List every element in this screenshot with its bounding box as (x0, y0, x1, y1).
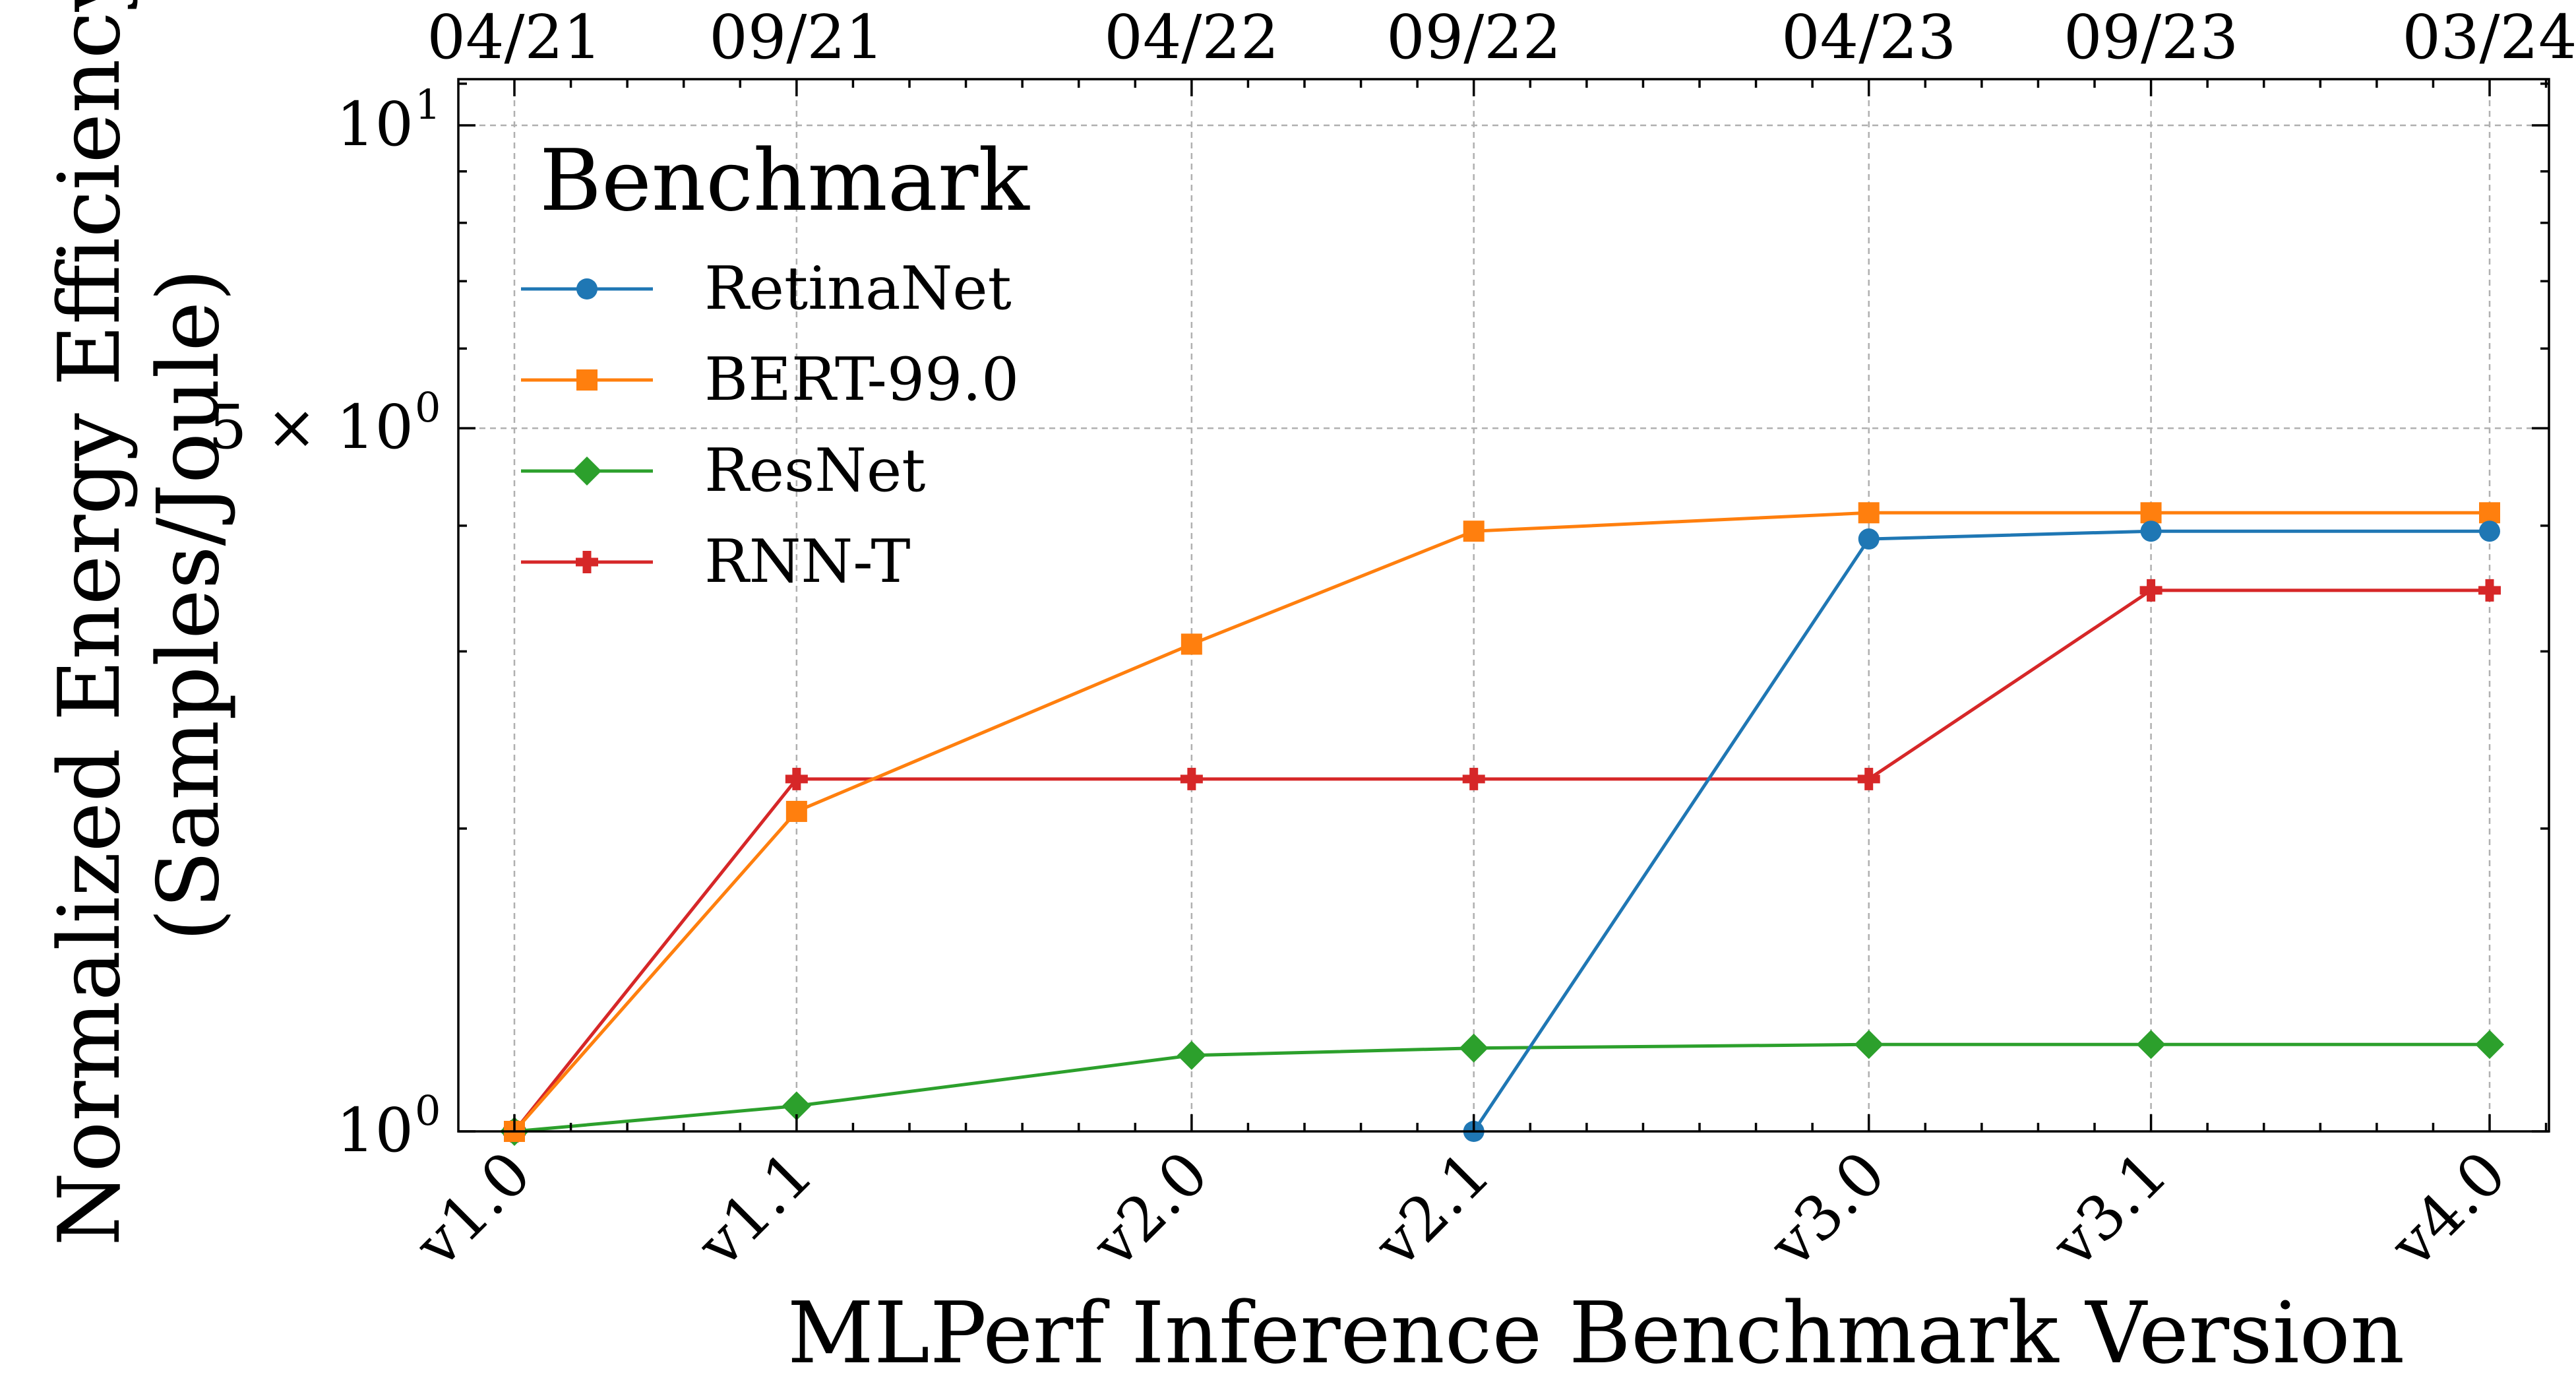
legend-item-retinanet: RetinaNet (521, 254, 1012, 323)
marker-diamond (572, 457, 601, 486)
marker-plus (1462, 767, 1485, 790)
top-axis-label: 04/21 (427, 2, 601, 73)
series-lines (500, 502, 2504, 1146)
marker-square (1858, 502, 1880, 524)
marker-circle (576, 278, 598, 300)
legend-title: Benchmark (539, 132, 1030, 230)
series-line (1472, 529, 2490, 1133)
series-resnet (500, 1030, 2504, 1146)
marker-diamond (2475, 1030, 2504, 1059)
x-tick-label: v3.1 (2039, 1138, 2182, 1281)
top-axis-label: 09/22 (1386, 2, 1561, 73)
marker-square (1181, 633, 1202, 655)
top-axis-label: 09/21 (709, 2, 884, 73)
grid (458, 79, 2549, 1133)
marker-diamond (1854, 1030, 1884, 1059)
series-line (513, 511, 2490, 1133)
marker-circle (2140, 521, 2162, 542)
marker-diamond (2136, 1030, 2166, 1059)
y-tick-exponent: 0 (415, 1087, 441, 1135)
x-tick-label: v1.1 (684, 1138, 827, 1281)
top-axis-label: 04/22 (1104, 2, 1279, 73)
marker-square (2479, 502, 2500, 524)
marker-diamond (782, 1091, 811, 1121)
top-axis-label: 04/23 (1781, 2, 1956, 73)
marker-plus (2478, 579, 2501, 602)
legend: Benchmark RetinaNet BERT-99.0 ResNet RNN-T (521, 132, 1030, 596)
x-tick-label: v2.1 (1361, 1138, 1504, 1281)
marker-diamond (1459, 1033, 1488, 1063)
x-tick-label: v3.0 (1756, 1138, 1899, 1281)
axis-ticks (458, 79, 2549, 1133)
x-tick-label: v4.0 (2377, 1138, 2520, 1281)
y-tick-exponent: 0 (415, 383, 441, 431)
y-tick-exponent: 1 (415, 80, 441, 129)
marker-plus (2139, 579, 2162, 602)
marker-square (785, 800, 807, 822)
marker-square (1463, 521, 1485, 542)
top-axis-label: 09/23 (2064, 2, 2238, 73)
legend-label: ResNet (704, 436, 925, 505)
y-axis-title-line-1: Normalized Energy Efficiency (41, 0, 139, 1246)
x-tick-label: v1.0 (402, 1138, 545, 1281)
marker-plus (785, 767, 808, 790)
marker-plus (576, 551, 598, 573)
y-axis-title-line-2: (Samples/Joule) (140, 269, 238, 941)
legend-label: RNN-T (704, 527, 911, 596)
series-line (513, 588, 2490, 1133)
top-axis-label: 03/24 (2402, 2, 2576, 73)
y-tick-label: 10 (336, 89, 414, 160)
top-axis-labels: 04/21 09/21 04/22 09/22 04/23 09/23 03/24 (427, 2, 2576, 73)
marker-plus (1180, 767, 1203, 790)
marker-square (2140, 502, 2162, 524)
marker-circle (1858, 528, 1880, 550)
legend-label: RetinaNet (704, 254, 1012, 323)
marker-square (576, 369, 598, 391)
legend-label: BERT-99.0 (704, 345, 1019, 414)
legend-item-rnn-t: RNN-T (521, 527, 911, 596)
legend-item-resnet: ResNet (521, 436, 925, 505)
x-axis-title: MLPerf Inference Benchmark Version (787, 1284, 2405, 1383)
y-tick-label: 10 (336, 1095, 414, 1166)
x-tick-label: v2.0 (1079, 1138, 1222, 1281)
marker-plus (1857, 767, 1880, 790)
y-axis-title: Normalized Energy Efficiency (Samples/Jo… (41, 0, 238, 1246)
plot-frame (457, 78, 2550, 1133)
marker-diamond (1177, 1040, 1206, 1070)
series-rnn-t (503, 579, 2501, 1143)
y-tick-label: 5 × 10 (208, 392, 414, 462)
series-retinanet (1463, 521, 2500, 1142)
legend-item-bert-99-0: BERT-99.0 (521, 345, 1019, 414)
series-bert-99-0 (504, 502, 2500, 1142)
x-tick-labels: v1.0 v1.1 v2.0 v2.1 v3.0 v3.1 v4.0 (402, 1138, 2520, 1281)
marker-circle (2479, 521, 2500, 542)
